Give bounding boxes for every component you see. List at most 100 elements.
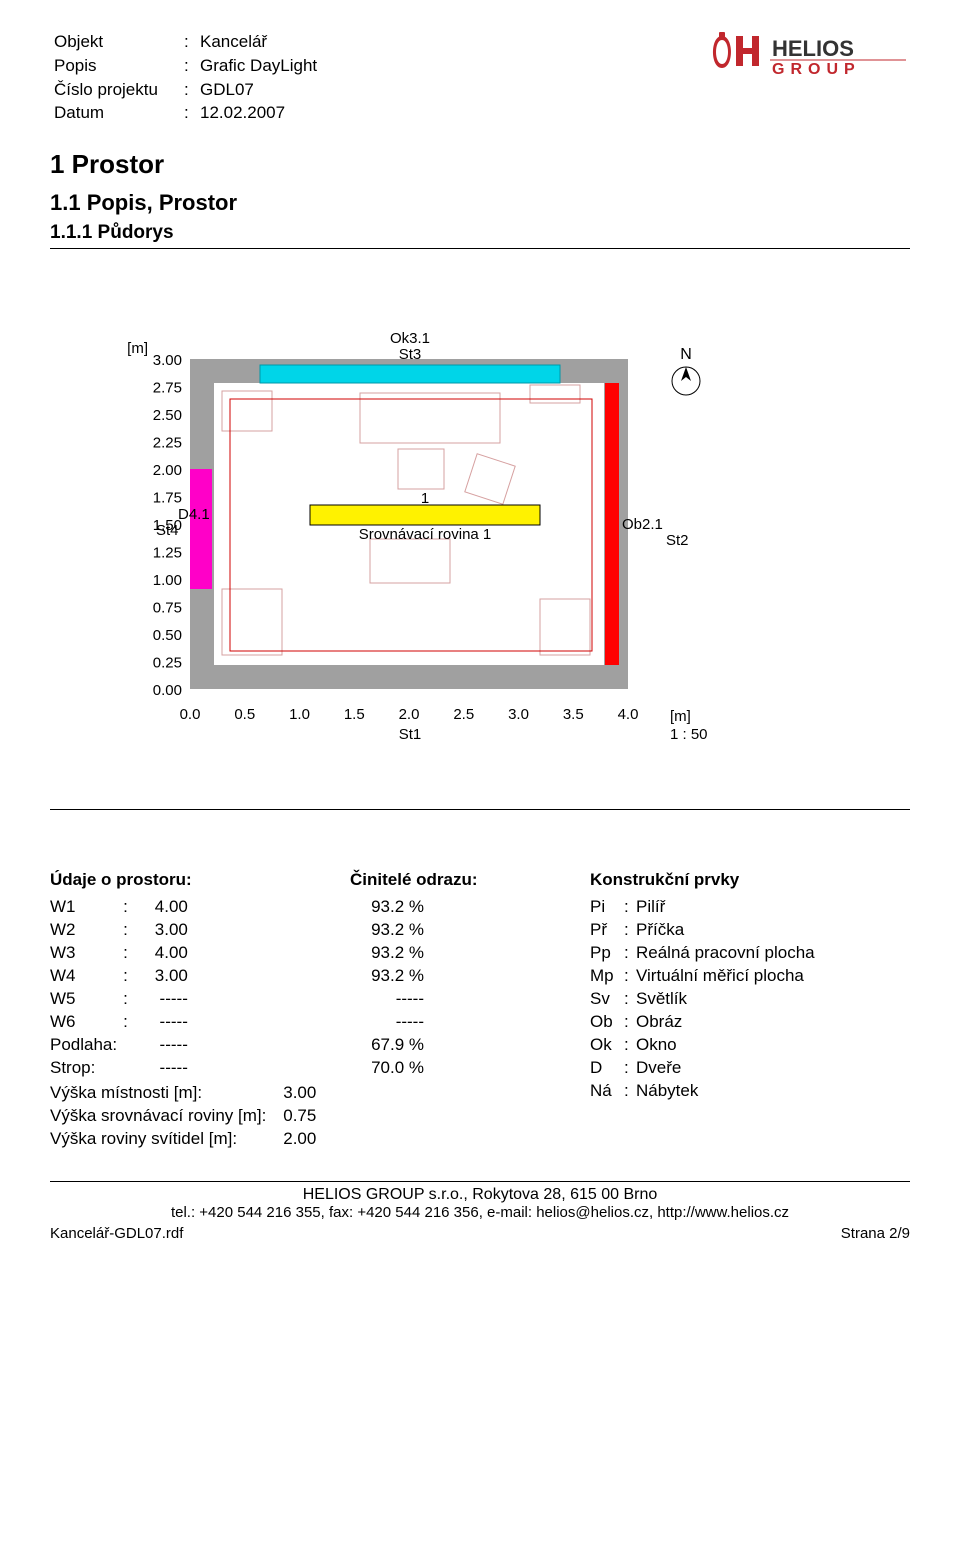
cell-key: W2 [50,919,123,942]
y-tick-label: 0.75 [153,600,182,617]
cell-val: 2.00 [272,1128,322,1151]
y-tick-label: 2.25 [153,435,182,452]
cell-key: W5 [50,988,123,1011]
heading-1: 1 Prostor [50,149,910,180]
cell-label: Výška srovnávací roviny [m]: [50,1105,272,1128]
meta-value: Kancelář [196,30,321,54]
cell-val: 70.0 % [350,1057,430,1080]
cell-key: W4 [50,965,123,988]
table-row: Př:Příčka [590,919,821,942]
table-row: W1:4.00 [50,896,194,919]
cell-val: 93.2 % [350,896,430,919]
table-row: W4:3.00 [50,965,194,988]
cell-val: ----- [134,988,194,1011]
table-row: W3:4.00 [50,942,194,965]
divider-mid [50,809,910,810]
page-header: Objekt:KancelářPopis:Grafic DayLightČísl… [50,30,910,125]
meta-row: Číslo projektu:GDL07 [50,78,321,102]
x-tick-label: 3.5 [563,706,584,723]
legend-name: Nábytek [636,1080,821,1103]
table-row: ----- [350,1011,430,1034]
door-left [190,469,212,589]
cell-val: ----- [134,1057,194,1080]
cell-sep: : [123,988,134,1011]
cell-key: Strop: [50,1057,123,1080]
label-d41: D4.1 [178,506,210,523]
legend-name: Reálná pracovní plocha [636,942,821,965]
meta-label: Popis [50,54,180,78]
room-data-heading: Údaje o prostoru: [50,870,310,890]
label-center: Srovnávací rovina 1 [359,526,492,543]
cell-key: Podlaha: [50,1034,123,1057]
legend-code: Pp [590,942,624,965]
table-row: Mp:Virtuální měřicí plocha [590,965,821,988]
table-row: W2:3.00 [50,919,194,942]
legend-name: Dveře [636,1057,821,1080]
y-tick-label: 1.00 [153,572,182,589]
reflectance-column: Činitelé odrazu: 93.2 %93.2 %93.2 %93.2 … [350,870,550,1150]
cell-sep: : [123,896,134,919]
table-row: W6:----- [50,1011,194,1034]
y-tick-label: 2.50 [153,407,182,424]
cell-val: 3.00 [272,1082,322,1105]
footer-line1: HELIOS GROUP s.r.o., Rokytova 28, 615 00… [50,1186,910,1204]
meta-label: Číslo projektu [50,78,180,102]
table-row: 70.0 % [350,1057,430,1080]
legend-colon: : [624,1034,636,1057]
x-tick-label: 4.0 [618,706,639,723]
meta-label: Objekt [50,30,180,54]
table-row: Podlaha:----- [50,1034,194,1057]
table-row: Ná:Nábytek [590,1080,821,1103]
obraz-right-edge [615,383,619,665]
meta-colon: : [180,78,196,102]
cell-val: 3.00 [134,919,194,942]
x-tick-label: 3.0 [508,706,529,723]
svg-text:N: N [680,346,692,363]
logo-sub-text: GROUP [772,61,861,78]
table-row: Výška srovnávací roviny [m]:0.75 [50,1105,322,1128]
footer-line2: tel.: +420 544 216 355, fax: +420 544 21… [50,1204,910,1221]
meta-row: Datum:12.02.2007 [50,101,321,125]
x-axis-scale: 1 : 50 [670,726,708,743]
legend-code: Př [590,919,624,942]
meta-label: Datum [50,101,180,125]
table-row: 67.9 % [350,1034,430,1057]
y-tick-label: 2.00 [153,462,182,479]
cell-val: 4.00 [134,896,194,919]
table-row: Výška roviny svítidel [m]:2.00 [50,1128,322,1151]
y-tick-label: 1.25 [153,545,182,562]
cell-sep: : [123,942,134,965]
y-tick-label: 0.50 [153,627,182,644]
data-columns: Údaje o prostoru: W1:4.00W2:3.00W3:4.00W… [50,870,910,1150]
footer-right: Strana 2/9 [841,1225,910,1242]
legend-colon: : [624,896,636,919]
x-axis-unit: [m] [670,708,691,725]
window-top [260,365,560,383]
reflectance-table: 93.2 %93.2 %93.2 %93.2 %----------67.9 %… [350,896,430,1080]
y-tick-label: 0.25 [153,655,182,672]
cell-val: 4.00 [134,942,194,965]
table-row: Ok:Okno [590,1034,821,1057]
reflectance-heading: Činitelé odrazu: [350,870,550,890]
cell-val: ----- [350,1011,430,1034]
room-data-table: W1:4.00W2:3.00W3:4.00W4:3.00W5:-----W6:-… [50,896,194,1080]
logo-main-text: HELIOS [772,36,854,61]
legend-colon: : [624,965,636,988]
cell-sep: : [123,965,134,988]
cell-val: ----- [134,1011,194,1034]
legend-name: Okno [636,1034,821,1057]
cell-val: ----- [350,988,430,1011]
cell-val: 93.2 % [350,942,430,965]
helios-logo: HELIOS GROUP [710,30,910,89]
cell-val: 67.9 % [350,1034,430,1057]
y-tick-label: 3.00 [153,352,182,369]
legend-code: Pi [590,896,624,919]
meta-value: GDL07 [196,78,321,102]
legend-colon: : [624,988,636,1011]
legend-code: Sv [590,988,624,1011]
meta-row: Popis:Grafic DayLight [50,54,321,78]
cell-sep: : [123,919,134,942]
table-row: Sv:Světlík [590,988,821,1011]
legend-colon: : [624,919,636,942]
meta-row: Objekt:Kancelář [50,30,321,54]
